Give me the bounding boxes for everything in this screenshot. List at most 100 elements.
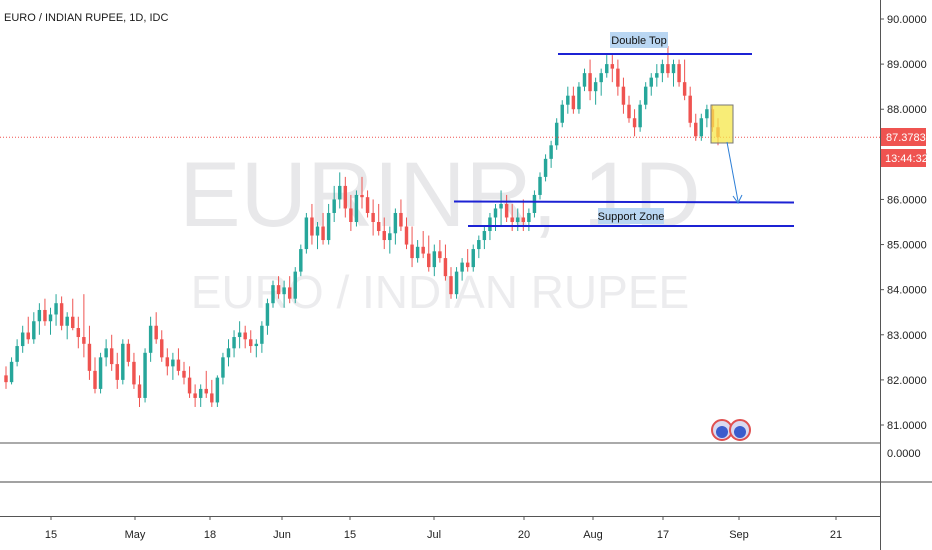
- time-tick-label: 15: [344, 529, 356, 541]
- candle: [210, 379, 214, 407]
- candle-body: [393, 212, 398, 234]
- candle-body: [154, 325, 158, 340]
- candle: [582, 68, 587, 92]
- candle-body: [4, 375, 8, 383]
- time-axis[interactable]: 15 May 18 Jun 15 Jul 20 Aug 17 Sep 21: [45, 516, 842, 541]
- support-zone-label: Support Zone: [598, 211, 665, 223]
- countdown-value: 13:44:32: [885, 153, 928, 165]
- candle: [332, 185, 336, 222]
- support-zone-upper-line[interactable]: [453, 200, 795, 204]
- candle: [148, 316, 153, 362]
- candle-body: [65, 316, 69, 326]
- candle: [482, 226, 487, 250]
- time-tick-label: 17: [657, 529, 669, 541]
- candle-body: [165, 357, 170, 367]
- candle-body: [632, 118, 637, 128]
- candle: [449, 267, 453, 299]
- candle-body: [621, 86, 626, 105]
- candle-body: [26, 332, 30, 340]
- candle: [254, 339, 259, 358]
- candle: [554, 118, 559, 150]
- candle: [471, 244, 475, 272]
- candle-body: [582, 73, 587, 87]
- candle: [4, 366, 8, 389]
- candle-body: [15, 346, 19, 362]
- candle-body: [71, 316, 75, 329]
- candle: [388, 226, 392, 254]
- candle: [226, 339, 231, 367]
- candle: [9, 357, 14, 385]
- current-candles-highlight[interactable]: [710, 104, 734, 144]
- candle: [243, 325, 247, 349]
- candle: [315, 222, 320, 250]
- candle: [71, 298, 75, 331]
- candle-body: [382, 231, 386, 241]
- time-tick-label: 21: [830, 529, 842, 541]
- candle: [37, 303, 42, 335]
- price-tick-label: 82.0000: [887, 375, 927, 387]
- candle-body: [293, 271, 297, 299]
- price-axis[interactable]: 90.000089.000088.000087.000086.000085.00…: [880, 14, 927, 432]
- candle-body: [527, 212, 531, 222]
- candle-body: [260, 325, 264, 344]
- time-tick-label: 20: [518, 529, 530, 541]
- candle: [588, 59, 592, 101]
- candle-body: [365, 197, 370, 213]
- candle: [54, 294, 58, 326]
- candle-body: [666, 64, 670, 74]
- candle: [627, 95, 631, 123]
- candle-body: [115, 364, 119, 380]
- candle: [638, 100, 642, 132]
- candle: [705, 104, 709, 128]
- candle-body: [677, 64, 681, 83]
- candle: [137, 375, 142, 407]
- candle-body: [610, 64, 615, 69]
- candle-body: [543, 158, 548, 177]
- candle: [477, 235, 481, 259]
- candle-body: [465, 262, 470, 268]
- support-zone-label-bg: [598, 208, 664, 224]
- candle: [354, 190, 359, 227]
- candle: [694, 113, 698, 141]
- candle: [655, 64, 659, 87]
- candle: [193, 384, 197, 407]
- candle-body: [682, 82, 687, 96]
- candle-body: [148, 325, 153, 353]
- candle-body: [688, 95, 692, 123]
- candle-body: [143, 352, 147, 398]
- candle-body: [76, 328, 81, 338]
- candle: [182, 361, 186, 385]
- watermark-name: EURO / INDIAN RUPEE: [191, 266, 689, 318]
- candle: [605, 55, 609, 78]
- candle: [187, 366, 192, 398]
- candle: [666, 46, 670, 78]
- candle: [688, 86, 692, 128]
- candle: [338, 172, 342, 209]
- projection-arrow-line[interactable]: [726, 141, 739, 202]
- candle: [249, 330, 253, 353]
- candle-body: [516, 217, 520, 222]
- candle-body: [204, 388, 208, 394]
- candle: [76, 316, 81, 349]
- candle-body: [343, 185, 348, 209]
- candle-body: [338, 185, 342, 200]
- candle-body: [449, 276, 453, 295]
- price-tick-label: 81.0000: [887, 420, 927, 432]
- candle-body: [415, 246, 420, 259]
- candle-body: [193, 393, 197, 398]
- candle-body: [649, 77, 653, 87]
- candle-body: [32, 321, 36, 340]
- candle-body: [54, 303, 58, 315]
- candle-body: [326, 212, 331, 241]
- candle-body: [321, 226, 325, 241]
- candle: [321, 212, 325, 245]
- candle-body: [287, 287, 292, 299]
- candle: [26, 316, 30, 344]
- event-badge-icon[interactable]: [711, 419, 751, 441]
- candle-body: [226, 348, 231, 358]
- candle: [549, 140, 553, 168]
- candle-body: [315, 226, 320, 236]
- candle-body: [638, 104, 642, 128]
- candle: [410, 226, 414, 268]
